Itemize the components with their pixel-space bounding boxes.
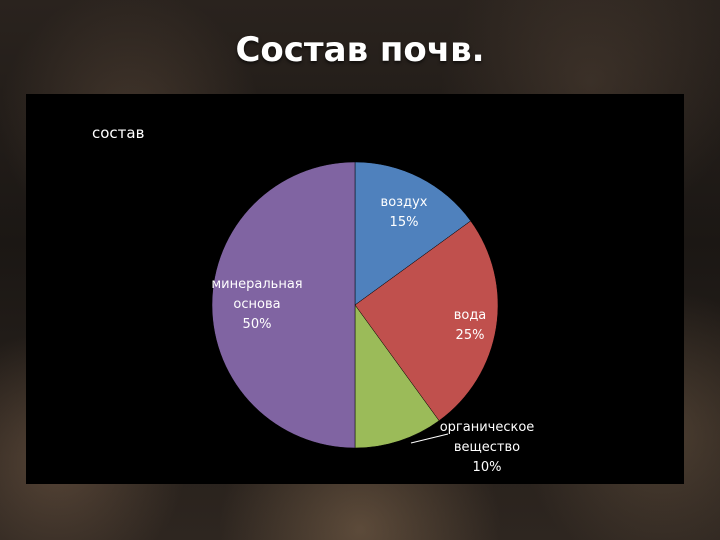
pie-chart: воздух 15% вода 25% органическое вещество 10% м…	[211, 161, 535, 475]
pie-slice	[354, 161, 472, 306]
chart-panel: состав воздух 15% вода 25% органическое вещес…	[26, 94, 684, 484]
slice-label: вода 25%	[454, 308, 487, 343]
leader-line	[410, 433, 449, 444]
slide-title: Состав почв.	[235, 30, 485, 70]
slice-label: органическое вещество 10%	[440, 420, 535, 475]
pie-slice	[354, 304, 440, 449]
chart-title: состав	[92, 124, 145, 142]
slice-label: минеральная основа 50%	[211, 277, 302, 332]
slice-label: воздух 15%	[381, 195, 428, 230]
pie-slice	[354, 220, 499, 422]
pie-slice	[211, 161, 356, 449]
